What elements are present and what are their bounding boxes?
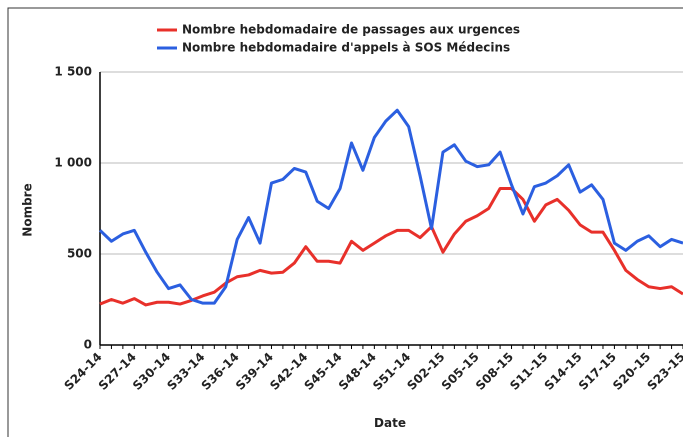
y-tick-label: 1 500: [54, 65, 92, 79]
y-tick-label: 500: [67, 247, 92, 261]
legend-label: Nombre hebdomadaire d'appels à SOS Médec…: [182, 41, 510, 55]
series-line: [98, 108, 683, 305]
y-tick-label: 0: [84, 338, 92, 352]
y-tick-label: 1 000: [54, 156, 92, 170]
y-axis-label: Nombre: [21, 183, 35, 236]
legend-label: Nombre hebdomadaire de passages aux urge…: [182, 23, 520, 37]
x-axis-label: Date: [374, 416, 406, 430]
frame: [7, 7, 683, 441]
series-line: [99, 186, 683, 307]
x-tick-label: S23-15: [644, 350, 683, 393]
